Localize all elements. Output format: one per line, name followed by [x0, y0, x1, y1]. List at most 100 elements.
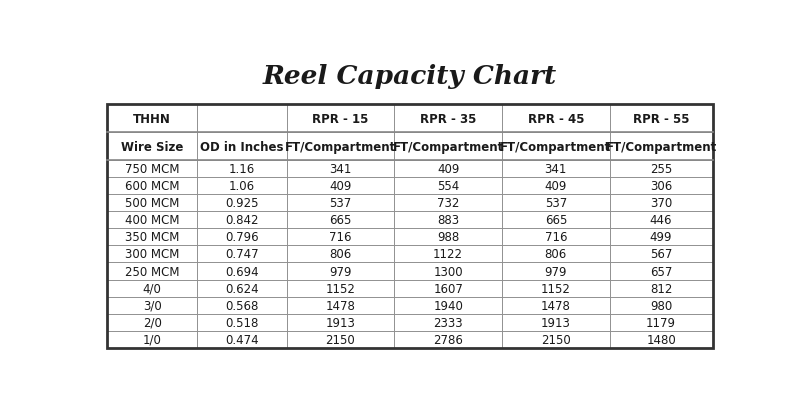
Bar: [286, 178, 394, 195]
Bar: [610, 314, 713, 331]
Text: 341: 341: [330, 163, 351, 176]
Text: FT/Compartment: FT/Compartment: [500, 140, 611, 153]
Text: 883: 883: [437, 214, 459, 227]
Bar: [502, 263, 610, 280]
Bar: [197, 246, 286, 263]
Bar: [394, 161, 502, 178]
Text: 2150: 2150: [541, 333, 570, 346]
Text: 980: 980: [650, 299, 672, 312]
Text: FT/Compartment: FT/Compartment: [606, 140, 717, 153]
Text: 1607: 1607: [433, 282, 463, 295]
Text: 665: 665: [545, 214, 567, 227]
Text: RPR - 15: RPR - 15: [312, 112, 369, 125]
Text: 1179: 1179: [646, 316, 676, 329]
Text: 979: 979: [545, 265, 567, 278]
Text: 499: 499: [650, 231, 672, 244]
Bar: [610, 178, 713, 195]
Text: 716: 716: [329, 231, 352, 244]
Text: 0.925: 0.925: [225, 197, 258, 210]
Text: 255: 255: [650, 163, 672, 176]
Text: 306: 306: [650, 180, 672, 193]
Text: 537: 537: [545, 197, 567, 210]
Text: 1913: 1913: [541, 316, 570, 329]
Text: 1.06: 1.06: [229, 180, 255, 193]
Text: 1478: 1478: [541, 299, 570, 312]
Bar: [286, 229, 394, 246]
Bar: [286, 280, 394, 297]
Bar: [502, 246, 610, 263]
Bar: [197, 229, 286, 246]
Bar: [286, 246, 394, 263]
Bar: [107, 229, 197, 246]
Text: RPR - 55: RPR - 55: [633, 112, 690, 125]
Text: 0.624: 0.624: [225, 282, 258, 295]
Bar: [197, 212, 286, 229]
Text: 750 MCM: 750 MCM: [125, 163, 179, 176]
Bar: [107, 133, 197, 161]
Text: 806: 806: [330, 248, 351, 261]
Text: 400 MCM: 400 MCM: [125, 214, 179, 227]
Text: 0.518: 0.518: [225, 316, 258, 329]
Text: 732: 732: [437, 197, 459, 210]
Text: 1940: 1940: [433, 299, 463, 312]
Text: 1913: 1913: [326, 316, 355, 329]
Bar: [610, 297, 713, 314]
Bar: [107, 161, 197, 178]
Text: 409: 409: [545, 180, 567, 193]
Text: THHN: THHN: [134, 112, 171, 125]
Bar: [610, 212, 713, 229]
Text: Reel Capacity Chart: Reel Capacity Chart: [263, 64, 557, 89]
Bar: [610, 331, 713, 348]
Bar: [610, 280, 713, 297]
Bar: [394, 263, 502, 280]
Text: 657: 657: [650, 265, 672, 278]
Bar: [197, 331, 286, 348]
Bar: [502, 178, 610, 195]
Bar: [286, 212, 394, 229]
Bar: [197, 105, 286, 133]
Bar: [394, 246, 502, 263]
Bar: [286, 133, 394, 161]
Text: 0.568: 0.568: [225, 299, 258, 312]
Bar: [286, 263, 394, 280]
Text: 2150: 2150: [326, 333, 355, 346]
Bar: [107, 280, 197, 297]
Text: 350 MCM: 350 MCM: [125, 231, 179, 244]
Text: 1/0: 1/0: [142, 333, 162, 346]
Bar: [286, 195, 394, 212]
Bar: [197, 133, 286, 161]
Text: 2/0: 2/0: [142, 316, 162, 329]
Bar: [502, 133, 610, 161]
Bar: [394, 331, 502, 348]
Bar: [610, 246, 713, 263]
Text: 665: 665: [330, 214, 351, 227]
Bar: [502, 195, 610, 212]
Bar: [286, 314, 394, 331]
Bar: [610, 195, 713, 212]
Bar: [107, 263, 197, 280]
Text: 567: 567: [650, 248, 672, 261]
Text: OD in Inches: OD in Inches: [200, 140, 283, 153]
Bar: [610, 161, 713, 178]
Text: 4/0: 4/0: [142, 282, 162, 295]
Text: 1480: 1480: [646, 333, 676, 346]
Bar: [502, 280, 610, 297]
Bar: [107, 178, 197, 195]
Bar: [107, 212, 197, 229]
Text: 1152: 1152: [326, 282, 355, 295]
Text: 300 MCM: 300 MCM: [125, 248, 179, 261]
Text: RPR - 35: RPR - 35: [420, 112, 476, 125]
Bar: [610, 105, 713, 133]
Bar: [394, 178, 502, 195]
Bar: [197, 280, 286, 297]
Text: 988: 988: [437, 231, 459, 244]
Bar: [286, 331, 394, 348]
Bar: [502, 297, 610, 314]
Bar: [394, 105, 502, 133]
Text: 341: 341: [545, 163, 567, 176]
Text: 537: 537: [330, 197, 351, 210]
Text: 554: 554: [437, 180, 459, 193]
Bar: [610, 229, 713, 246]
Bar: [394, 229, 502, 246]
Text: 979: 979: [329, 265, 352, 278]
